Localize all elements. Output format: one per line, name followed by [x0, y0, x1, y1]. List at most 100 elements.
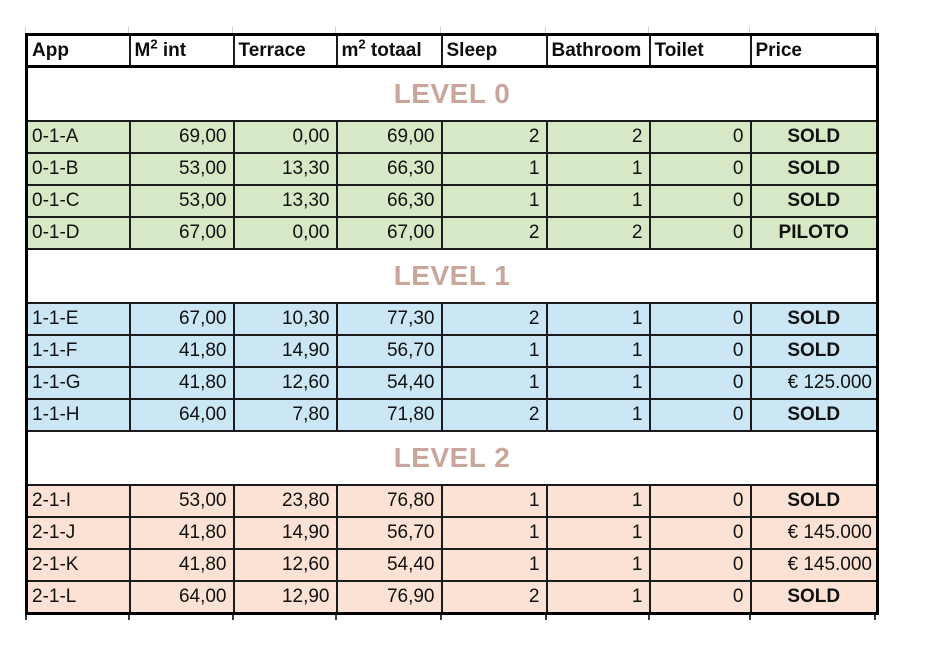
cell-app: 1-1-H [25, 398, 131, 432]
table-row: 1-1-F 41,80 14,90 56,70 1 1 0 SOLD [25, 334, 879, 368]
cell-m2-int: 67,00 [128, 216, 235, 250]
cell-toilet: 0 [648, 152, 752, 186]
cell-m2-totaal: 69,00 [335, 120, 443, 154]
cell-sleep: 1 [440, 484, 548, 518]
section-heading-level-2: LEVEL 2 [25, 430, 879, 486]
cell-bathroom: 1 [545, 302, 651, 336]
section-heading-level-0: LEVEL 0 [25, 65, 879, 122]
cell-bathroom: 1 [545, 484, 651, 518]
table-row: 0-1-C 53,00 13,30 66,30 1 1 0 SOLD [25, 184, 879, 218]
col-header-app: App [25, 33, 131, 68]
col-header-m2-int: M2 int [128, 33, 235, 68]
level-2-band: LEVEL 2 [25, 430, 879, 486]
cell-app: 2-1-I [25, 484, 131, 518]
cell-price: SOLD [749, 152, 879, 186]
cell-app: 0-1-B [25, 152, 131, 186]
table-row: 1-1-E 67,00 10,30 77,30 2 1 0 SOLD [25, 302, 879, 336]
gridline-stub [545, 615, 547, 620]
cell-terrace: 14,90 [232, 516, 338, 550]
cell-terrace: 0,00 [232, 216, 338, 250]
cell-bathroom: 1 [545, 184, 651, 218]
cell-terrace: 0,00 [232, 120, 338, 154]
cell-m2-int: 53,00 [128, 484, 235, 518]
cell-m2-int: 64,00 [128, 580, 235, 615]
cell-toilet: 0 [648, 184, 752, 218]
cell-m2-totaal: 76,90 [335, 580, 443, 615]
cell-m2-int: 41,80 [128, 334, 235, 368]
table-row: 0-1-A 69,00 0,00 69,00 2 2 0 SOLD [25, 120, 879, 154]
cell-sleep: 1 [440, 548, 548, 582]
cell-toilet: 0 [648, 120, 752, 154]
table-row: 2-1-I 53,00 23,80 76,80 1 1 0 SOLD [25, 484, 879, 518]
gridline-stub [875, 27, 876, 33]
cell-bathroom: 2 [545, 216, 651, 250]
cell-sleep: 2 [440, 398, 548, 432]
cell-price: SOLD [749, 334, 879, 368]
cell-bathroom: 1 [545, 152, 651, 186]
level-2-rows: 2-1-I 53,00 23,80 76,80 1 1 0 SOLD 2-1-J… [25, 484, 879, 615]
table-row: 2-1-J 41,80 14,90 56,70 1 1 0 € 145.000 [25, 516, 879, 550]
cell-sleep: 1 [440, 184, 548, 218]
cell-bathroom: 1 [545, 548, 651, 582]
cell-app: 0-1-A [25, 120, 131, 154]
cell-m2-totaal: 54,40 [335, 548, 443, 582]
cell-toilet: 0 [648, 366, 752, 400]
cell-sleep: 1 [440, 366, 548, 400]
gridline-stub [128, 27, 129, 33]
cell-bathroom: 1 [545, 398, 651, 432]
gridline-stub [749, 615, 751, 620]
cell-m2-totaal: 76,80 [335, 484, 443, 518]
cell-bathroom: 1 [545, 580, 651, 615]
cell-toilet: 0 [648, 516, 752, 550]
cell-price: € 145.000 [749, 548, 879, 582]
cell-terrace: 12,60 [232, 548, 338, 582]
gridline-stub [128, 615, 130, 620]
gridline-stub [648, 27, 649, 33]
cell-price: SOLD [749, 484, 879, 518]
gridline-stub [232, 615, 234, 620]
apartment-price-table: App M2 int Terrace m2 totaal Sleep Bathr… [25, 33, 879, 615]
gridline-stub [648, 615, 650, 620]
cell-app: 2-1-J [25, 516, 131, 550]
col-header-price: Price [749, 33, 879, 68]
level-0-rows: 0-1-A 69,00 0,00 69,00 2 2 0 SOLD 0-1-B … [25, 120, 879, 250]
cell-toilet: 0 [648, 302, 752, 336]
cell-toilet: 0 [648, 548, 752, 582]
gridline-stub [232, 27, 233, 33]
table-row: 1-1-G 41,80 12,60 54,40 1 1 0 € 125.000 [25, 366, 879, 400]
col-header-sleep: Sleep [440, 33, 548, 68]
cell-m2-int: 41,80 [128, 548, 235, 582]
cell-terrace: 13,30 [232, 152, 338, 186]
table-row: 2-1-L 64,00 12,90 76,90 2 1 0 SOLD [25, 580, 879, 615]
cell-m2-totaal: 77,30 [335, 302, 443, 336]
cell-price: SOLD [749, 398, 879, 432]
cell-terrace: 12,60 [232, 366, 338, 400]
cell-m2-totaal: 66,30 [335, 184, 443, 218]
cell-m2-int: 53,00 [128, 152, 235, 186]
col-header-bathroom: Bathroom [545, 33, 651, 68]
cell-app: 2-1-L [25, 580, 131, 615]
cell-price: SOLD [749, 580, 879, 615]
gridline-stub [25, 27, 26, 33]
cell-app: 2-1-K [25, 548, 131, 582]
cell-m2-int: 69,00 [128, 120, 235, 154]
cell-sleep: 2 [440, 216, 548, 250]
cell-terrace: 23,80 [232, 484, 338, 518]
cell-bathroom: 1 [545, 516, 651, 550]
gridline-stub [335, 27, 336, 33]
gridline-stubs-top [25, 25, 885, 33]
cell-m2-totaal: 54,40 [335, 366, 443, 400]
cell-m2-totaal: 71,80 [335, 398, 443, 432]
gridline-stub [440, 615, 442, 620]
cell-app: 1-1-G [25, 366, 131, 400]
cell-m2-int: 64,00 [128, 398, 235, 432]
cell-price: PILOTO [749, 216, 879, 250]
cell-sleep: 2 [440, 120, 548, 154]
cell-terrace: 14,90 [232, 334, 338, 368]
cell-terrace: 13,30 [232, 184, 338, 218]
cell-price: € 125.000 [749, 366, 879, 400]
cell-m2-totaal: 67,00 [335, 216, 443, 250]
cell-toilet: 0 [648, 398, 752, 432]
cell-m2-totaal: 56,70 [335, 334, 443, 368]
col-header-terrace: Terrace [232, 33, 338, 68]
